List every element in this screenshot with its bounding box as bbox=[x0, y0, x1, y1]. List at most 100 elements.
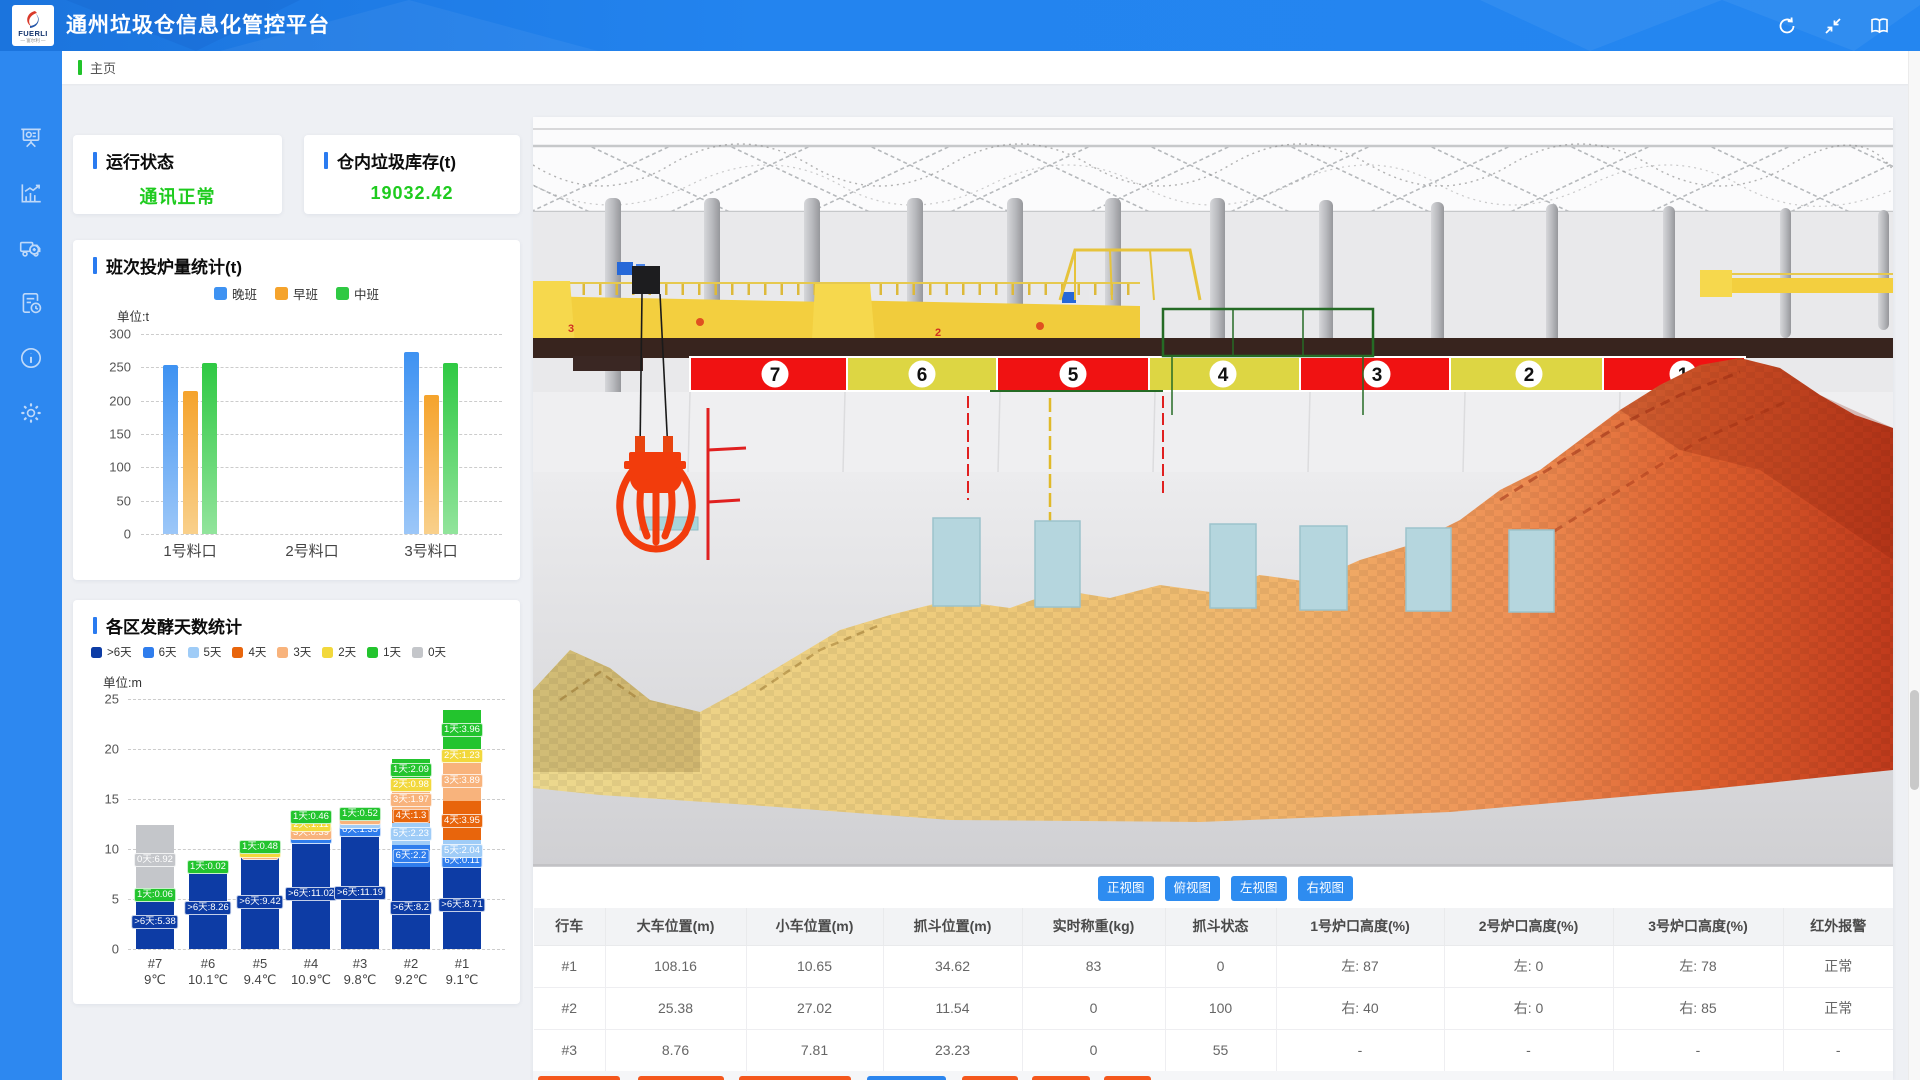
table-cell: 34.62 bbox=[883, 945, 1022, 987]
footer-action-button-2[interactable] bbox=[638, 1076, 724, 1080]
table-cell: #1 bbox=[534, 945, 605, 987]
crane-girder-right bbox=[1700, 270, 1893, 297]
fermentation-chart-plot: 0510152025>6天:5.381天:0.060天:6.92#79℃>6天:… bbox=[73, 600, 520, 1004]
bay-number-label: 4 bbox=[1218, 365, 1229, 386]
breadcrumb-home[interactable]: 主页 bbox=[90, 58, 116, 77]
manual-book-icon[interactable] bbox=[1869, 16, 1890, 36]
x-category-temp: 9.4℃ bbox=[244, 972, 277, 988]
table-cell: 100 bbox=[1165, 987, 1276, 1029]
bar-中班 bbox=[202, 363, 217, 534]
info-icon bbox=[18, 345, 44, 371]
x-category-temp: 9.2℃ bbox=[395, 972, 428, 988]
segment-label: 1天:3.96 bbox=[441, 723, 483, 737]
table-cell: 正常 bbox=[1783, 987, 1893, 1029]
view-button-4[interactable]: 右视图 bbox=[1298, 876, 1354, 901]
bay-number-label: 5 bbox=[1068, 365, 1079, 386]
x-category-label: #39.8℃ bbox=[344, 956, 377, 988]
run-status-title: 运行状态 bbox=[106, 148, 174, 173]
table-cell: 27.02 bbox=[746, 987, 883, 1029]
table-cell: 右: 85 bbox=[1613, 987, 1783, 1029]
sidebar-item-truck[interactable] bbox=[0, 228, 62, 268]
table-cell: - bbox=[1783, 1029, 1893, 1071]
inventory-value: 19032.42 bbox=[304, 183, 520, 204]
x-category-label: 2号料口 bbox=[285, 540, 338, 561]
column-header: 抓斗位置(m) bbox=[883, 908, 1022, 945]
table-cell: - bbox=[1613, 1029, 1783, 1071]
x-category-label: #410.9℃ bbox=[291, 956, 331, 988]
segment-label: >6天:8.26 bbox=[184, 901, 231, 915]
view-button-3[interactable]: 左视图 bbox=[1231, 876, 1287, 901]
column-header: 行车 bbox=[534, 908, 605, 945]
table-cell: 10.65 bbox=[746, 945, 883, 987]
table-cell: 11.54 bbox=[883, 987, 1022, 1029]
gridline bbox=[128, 949, 505, 950]
segment-label: >6天:8.2 bbox=[390, 901, 432, 915]
y-tick-label: 250 bbox=[91, 360, 131, 375]
sidebar-item-settings[interactable] bbox=[0, 393, 62, 433]
x-category-temp: 10.1℃ bbox=[188, 972, 228, 988]
crane-status-table: 行车大车位置(m)小车位置(m)抓斗位置(m)实时称重(kg)抓斗状态1号炉口高… bbox=[534, 908, 1893, 1072]
dashboard-board-icon bbox=[18, 125, 44, 151]
column-header: 红外报警 bbox=[1783, 908, 1893, 945]
hoist-trolley bbox=[632, 266, 660, 294]
x-category-label: 1号料口 bbox=[163, 540, 216, 561]
bay-number-label: 6 bbox=[917, 365, 928, 386]
bar-晚班 bbox=[163, 365, 178, 534]
table-row: #1108.1610.6534.62830左: 87左: 0左: 78正常 bbox=[534, 945, 1893, 987]
segment-label: 1天:0.02 bbox=[187, 860, 229, 874]
table-cell: - bbox=[1276, 1029, 1444, 1071]
footer-action-button-7[interactable] bbox=[1104, 1076, 1151, 1080]
table-cell: 正常 bbox=[1783, 945, 1893, 987]
y-tick-label: 300 bbox=[91, 327, 131, 342]
y-tick-label: 100 bbox=[91, 460, 131, 475]
warehouse-3d-view[interactable]: 3 2 7654321 bbox=[533, 117, 1893, 867]
footer-action-button-3[interactable] bbox=[739, 1076, 851, 1080]
sidebar-item-dashboard[interactable] bbox=[0, 118, 62, 158]
run-status-value: 通讯正常 bbox=[73, 183, 282, 209]
y-tick-label: 20 bbox=[81, 742, 119, 757]
fuerli-logo-icon: FUERLI — 富尔利 — bbox=[14, 7, 52, 45]
y-tick-label: 5 bbox=[81, 892, 119, 907]
page-scrollbar[interactable] bbox=[1908, 51, 1920, 1080]
segment-label: 4天:1.3 bbox=[393, 809, 430, 823]
sidebar-item-report[interactable] bbox=[0, 283, 62, 323]
shift-output-chart-card: 班次投炉量统计(t) 晚班早班中班 单位:t 05010015020025030… bbox=[73, 240, 520, 580]
title-accent bbox=[324, 152, 328, 169]
table-cell: 0 bbox=[1022, 1029, 1165, 1071]
table-cell: #3 bbox=[534, 1029, 605, 1071]
view-buttons: 正视图俯视图左视图右视图 bbox=[1098, 876, 1353, 901]
view-button-1[interactable]: 正视图 bbox=[1098, 876, 1154, 901]
segment-label: >6天:5.38 bbox=[131, 915, 178, 929]
fermentation-chart-card: 各区发酵天数统计 >6天6天5天4天3天2天1天0天 单位:m 05101520… bbox=[73, 600, 520, 1004]
nav-sidebar bbox=[0, 51, 62, 1080]
sidebar-item-info[interactable] bbox=[0, 338, 62, 378]
refresh-icon[interactable] bbox=[1777, 16, 1797, 36]
segment-label: 3天:1.97 bbox=[390, 793, 432, 807]
view-button-2[interactable]: 俯视图 bbox=[1165, 876, 1221, 901]
y-tick-label: 150 bbox=[91, 427, 131, 442]
fit-screen-icon[interactable] bbox=[1823, 16, 1843, 36]
app-header: FUERLI — 富尔利 — 通州垃圾仓信息化管控平台 bbox=[0, 0, 1920, 51]
segment-label: 6天:2.2 bbox=[393, 849, 430, 863]
gridline bbox=[128, 699, 505, 700]
y-tick-label: 0 bbox=[91, 527, 131, 542]
sidebar-item-statistics[interactable] bbox=[0, 173, 62, 213]
footer-action-button-5[interactable] bbox=[962, 1076, 1018, 1080]
segment-label: >6天:9.42 bbox=[236, 895, 283, 909]
segment-label: 4天:3.95 bbox=[441, 814, 483, 828]
table-cell: 108.16 bbox=[605, 945, 746, 987]
footer-action-button-6[interactable] bbox=[1032, 1076, 1090, 1080]
table-cell: 左: 0 bbox=[1444, 945, 1613, 987]
footer-action-button-4[interactable] bbox=[867, 1076, 946, 1080]
segment-label: 0天:6.92 bbox=[134, 853, 176, 867]
x-category-label: #610.1℃ bbox=[188, 956, 228, 988]
y-tick-label: 200 bbox=[91, 393, 131, 408]
segment-label: >6天:11.02 bbox=[285, 887, 337, 901]
footer-action-button-1[interactable] bbox=[538, 1076, 620, 1080]
table-header: 行车大车位置(m)小车位置(m)抓斗位置(m)实时称重(kg)抓斗状态1号炉口高… bbox=[534, 908, 1893, 945]
table-cell: 0 bbox=[1165, 945, 1276, 987]
y-tick-label: 25 bbox=[81, 692, 119, 707]
table-row: #225.3827.0211.540100右: 40右: 0右: 85正常 bbox=[534, 987, 1893, 1029]
scrollbar-thumb[interactable] bbox=[1910, 690, 1919, 790]
table-cell: 25.38 bbox=[605, 987, 746, 1029]
